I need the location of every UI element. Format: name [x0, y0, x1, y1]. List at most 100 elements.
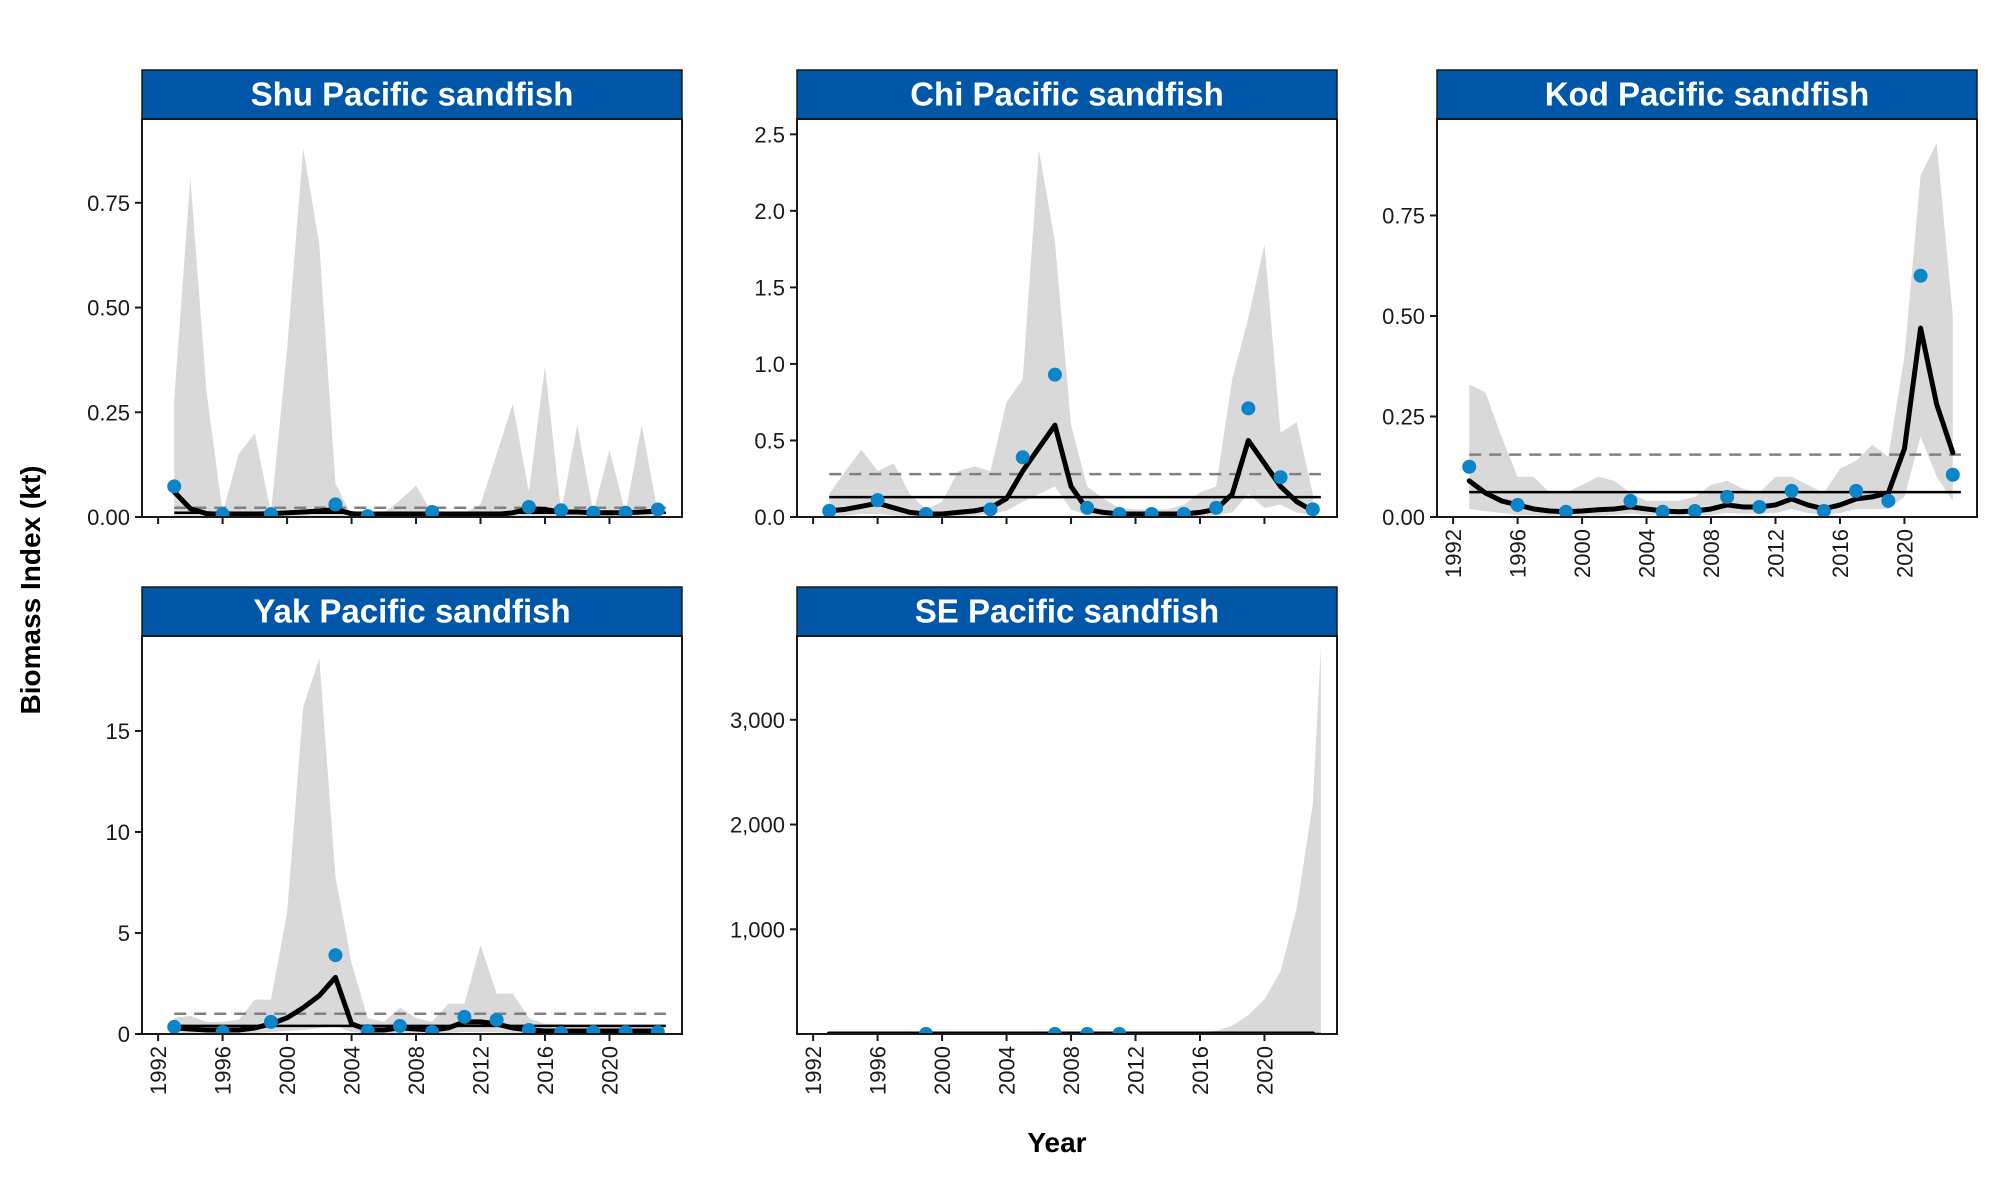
data-point [1047, 1026, 1062, 1034]
data-point [918, 1026, 933, 1034]
fit-line [1466, 325, 1956, 515]
data-point [1849, 483, 1864, 498]
panel-strip [1436, 69, 1978, 120]
data-point [1881, 493, 1896, 508]
x-tick-label: 2004 [995, 1046, 1020, 1095]
data-point [1816, 503, 1831, 517]
x-tick-label: 2004 [340, 1046, 365, 1095]
data-point [554, 503, 569, 517]
data-point [167, 479, 182, 494]
data-point [263, 1014, 278, 1029]
panel-3: Kod Pacific sandfish 0.00 0.25 0.50 0.75 1992… [1382, 69, 1978, 578]
data-point [521, 499, 536, 514]
fit-line [826, 422, 1316, 517]
data-point [983, 502, 998, 517]
y-tick-label: 0.50 [1382, 304, 1425, 329]
panels: Shu Pacific sandfish0.000.250.500.75Chi … [87, 69, 1978, 1095]
data-point [822, 503, 837, 517]
y-tick-label: 0.75 [87, 191, 130, 216]
y-tick-label: 1.0 [754, 352, 785, 377]
x-tick-label: 1996 [866, 1046, 891, 1095]
x-tick-label: 2020 [1892, 529, 1917, 578]
confidence-ribbon [174, 148, 658, 517]
y-tick-label: 0.75 [1382, 203, 1425, 228]
plot-area [826, 646, 1321, 1034]
data-point [360, 509, 375, 517]
y-tick-label: 0.00 [1382, 505, 1425, 530]
panel-5: SE Pacific sandfish 1,000 2,000 3,000 1992 19… [730, 586, 1338, 1095]
data-point [586, 505, 601, 517]
data-point [1913, 268, 1928, 283]
panel-1: Shu Pacific sandfish 0.00 0.25 0.50 0.75 [87, 69, 683, 530]
data-point [425, 1024, 440, 1034]
x-tick-label: 1996 [211, 1046, 236, 1095]
data-point [1112, 506, 1127, 517]
data-point [328, 948, 343, 963]
panel-2: Chi Pacific sandfish 0.0 0.5 1.0 1.5 2.0 2.5 [754, 69, 1338, 530]
panel-border [141, 118, 683, 518]
fit-line [171, 489, 661, 517]
panel-title: SE Pacific sandfish [915, 593, 1219, 630]
y-tick-label: 0.50 [87, 296, 130, 321]
data-point [1462, 459, 1477, 474]
x-tick-label: 2008 [404, 1046, 429, 1095]
x-tick-label: 2000 [930, 1046, 955, 1095]
data-point [521, 1022, 536, 1034]
plot-area [167, 658, 666, 1034]
panel-border [796, 635, 1338, 1035]
data-point [650, 1024, 665, 1034]
data-point [1112, 1026, 1127, 1034]
data-point [1241, 401, 1256, 416]
data-point [918, 506, 933, 517]
data-point [1510, 497, 1525, 512]
panel-title: Kod Pacific sandfish [1545, 76, 1870, 113]
data-point [457, 1009, 472, 1024]
y-tick-label: 0.5 [754, 428, 785, 453]
panel-title: Yak Pacific sandfish [253, 593, 570, 630]
panel-border [796, 118, 1338, 518]
data-point [1080, 500, 1095, 515]
data-point [1015, 450, 1030, 465]
data-point [1945, 467, 1960, 482]
data-point [1720, 489, 1735, 504]
y-tick-label: 1.5 [754, 275, 785, 300]
data-point [1784, 483, 1799, 498]
y-tick-label: 10 [106, 820, 130, 845]
data-point [1144, 506, 1159, 517]
data-point [1080, 1026, 1095, 1034]
fit-line [171, 974, 661, 1034]
data-point [870, 493, 885, 508]
x-tick-label: 2008 [1059, 1046, 1084, 1095]
data-point [1655, 504, 1670, 517]
x-tick-label: 1996 [1506, 529, 1531, 578]
y-tick-label: 0.25 [1382, 404, 1425, 429]
confidence-ribbon [174, 658, 658, 1034]
y-tick-label: 5 [118, 921, 130, 946]
x-tick-label: 2016 [533, 1046, 558, 1095]
x-tick-label: 2012 [469, 1046, 494, 1095]
y-tick-label: 0.0 [754, 505, 785, 530]
plot-area [822, 149, 1321, 517]
data-point [1305, 502, 1320, 517]
data-point [650, 502, 665, 517]
y-tick-label: 2.5 [754, 122, 785, 147]
data-point [1558, 504, 1573, 517]
data-point [1176, 506, 1191, 517]
data-point [1752, 499, 1767, 514]
x-tick-label: 1992 [146, 1046, 171, 1095]
x-tick-label: 1992 [1441, 529, 1466, 578]
data-point [263, 507, 278, 517]
panel-strip [141, 69, 683, 120]
y-tick-label: 3,000 [730, 708, 785, 733]
data-point [215, 1024, 230, 1034]
x-tick-label: 2012 [1124, 1046, 1149, 1095]
data-point [1623, 493, 1638, 508]
data-point [586, 1024, 601, 1034]
confidence-ribbon [829, 646, 1321, 1034]
plot-area [167, 148, 666, 517]
data-point [215, 507, 230, 517]
x-axis-title: Year [1027, 1127, 1086, 1158]
y-axis-title: Biomass Index (kt) [15, 466, 46, 715]
y-tick-label: 0.00 [87, 505, 130, 530]
